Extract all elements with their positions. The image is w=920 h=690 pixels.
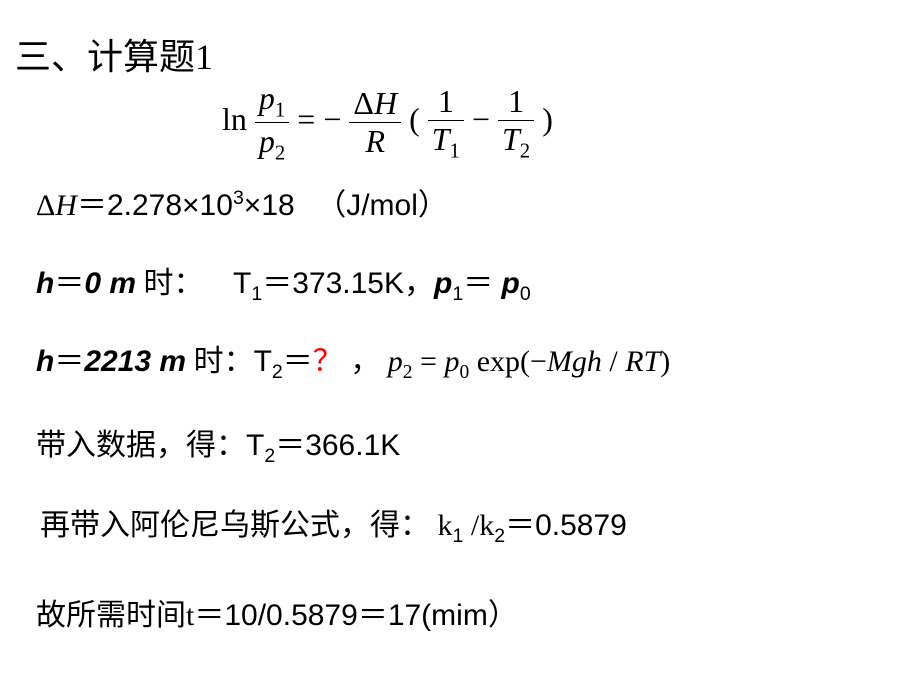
rparen: )	[542, 101, 553, 137]
p1: p	[434, 267, 452, 300]
val: 17(mim	[388, 599, 488, 632]
time-line: 故所需时间t＝10/0.5879＝17(mim）	[36, 590, 518, 634]
main-formula: ln p1 p2 = − ΔH R ( 1 T1 − 1 T2 )	[222, 80, 553, 166]
delta: Δ	[36, 189, 55, 222]
val: 2.278×10	[107, 189, 233, 222]
H: H	[55, 189, 77, 222]
T1: T	[233, 267, 251, 300]
val: 366.1K	[305, 429, 400, 462]
p2: p	[388, 345, 403, 378]
h: h	[36, 267, 54, 300]
neg: −	[323, 101, 341, 137]
h0-line: h＝0 m 时： T1＝373.15K，p1＝ p0	[36, 258, 531, 306]
hval: 0 m	[84, 267, 136, 300]
frac-1t2: 1 T2	[498, 83, 534, 163]
frac-dhr: ΔH R	[349, 85, 401, 160]
eq: =	[297, 101, 323, 137]
p0: p	[444, 345, 459, 378]
question-mark: ？	[313, 345, 343, 378]
title-text: 三、计算题1	[15, 37, 213, 77]
delta-h-line: ΔH＝2.278×103×18 （J/mol）	[36, 180, 448, 224]
minus: −	[472, 101, 498, 137]
expr: 10/0.5879	[224, 599, 357, 632]
lparen: (	[409, 101, 420, 137]
exp: exp(−	[469, 345, 547, 378]
section-title: 三、计算题1	[15, 28, 213, 80]
pre: 再带入阿伦尼乌斯公式，得：	[40, 509, 430, 542]
frac-1t1: 1 T1	[428, 83, 464, 163]
ln: ln	[222, 101, 247, 137]
h: h	[36, 345, 54, 378]
T1val: 373.15K	[292, 267, 404, 300]
k1: k	[430, 509, 453, 542]
pre: 带入数据，得：	[36, 429, 246, 462]
arrhenius-line: 再带入阿伦尼乌斯公式，得： k1 /k2＝0.5879	[40, 500, 627, 548]
unit: J/mol	[346, 189, 418, 222]
T2: T	[246, 429, 264, 462]
p0: p	[493, 267, 520, 300]
h2213-line: h＝2213 m 时：T2＝？ ， p2 = p0 exp(−Mgh / RT)	[36, 336, 670, 384]
pre: 故所需时间	[36, 599, 186, 632]
frac-p1p2: p1 p2	[255, 80, 289, 166]
result-t2-line: 带入数据，得：T2＝366.1K	[36, 420, 400, 468]
T2: T	[254, 345, 272, 378]
k2: k	[479, 509, 494, 542]
val: 0.5879	[535, 509, 627, 542]
hval: 2213 m	[84, 345, 186, 378]
